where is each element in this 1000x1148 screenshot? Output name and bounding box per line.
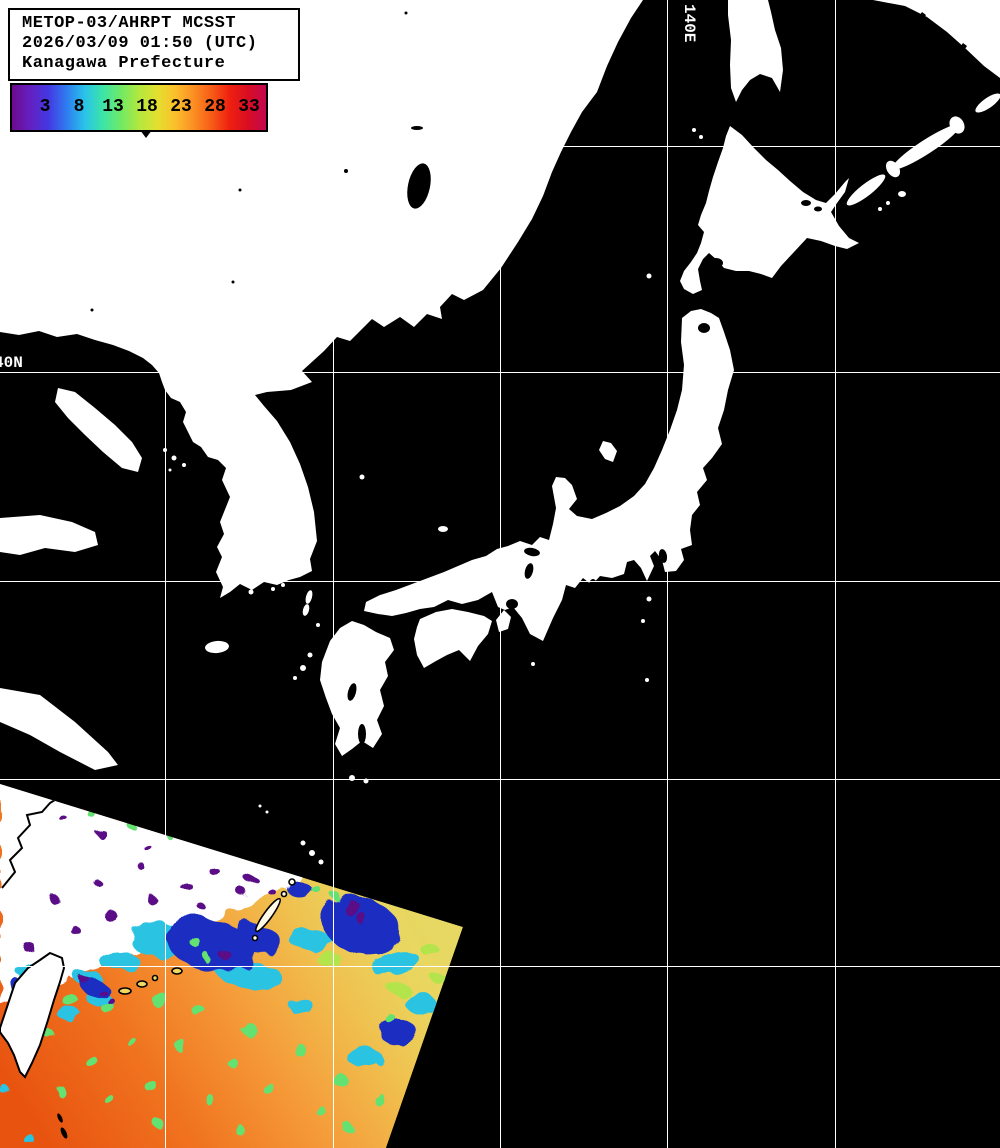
china-coast-shanghai [0, 688, 118, 770]
colorbar-tick: 18 [136, 96, 158, 117]
colorbar-tick: 3 [39, 96, 51, 117]
colorbar-gradient [12, 85, 266, 130]
kuril-channel [908, 12, 926, 35]
lake-biwa [524, 563, 534, 579]
oki [438, 526, 448, 532]
kamchatka-corner [873, 0, 1000, 78]
title-box: METOP-03/AHRPT MCSST 2026/03/09 01:50 (U… [8, 8, 300, 81]
colorbar-tick: 33 [238, 96, 260, 117]
tokyo-bay [658, 549, 668, 563]
tsushima [302, 590, 320, 627]
kagoshima-bay [358, 724, 366, 744]
colorbar-tick: 8 [73, 96, 85, 117]
temperature-colorbar: 3 8 13 18 23 28 33 [10, 83, 268, 132]
jeju [205, 640, 229, 654]
honshu [364, 309, 734, 641]
china-coast [1, 797, 59, 889]
colorbar-tick: 23 [170, 96, 192, 117]
colorbar-marker-icon [140, 130, 152, 138]
osaka-bay [506, 599, 518, 609]
sakhalin [728, 0, 783, 102]
lake-khanka [407, 163, 431, 209]
shikoku [414, 609, 492, 668]
lat-label-40n: 40N [0, 354, 23, 372]
saroma-lake [801, 200, 811, 206]
ariake-sea [347, 683, 357, 701]
sado [599, 441, 617, 462]
swath-purple-speckles [24, 812, 369, 1005]
awaji [496, 610, 511, 632]
mutsu-bay [698, 323, 710, 333]
uchiura-bay [709, 258, 723, 268]
landmasses [0, 0, 1000, 865]
wakasa-bay [524, 547, 540, 557]
mainland-asia [0, 0, 643, 598]
product-title: METOP-03/AHRPT MCSST [22, 14, 237, 33]
shandong-peninsula [0, 515, 98, 555]
hokkaido [680, 126, 859, 294]
toyama-bay [585, 507, 599, 517]
sakishima-islands [118, 967, 183, 995]
colorbar-tick: 28 [204, 96, 226, 117]
swath-coastlines [0, 797, 296, 1139]
kyushu [320, 621, 394, 756]
okinawa [251, 878, 296, 942]
colorbar-tick: 13 [102, 96, 124, 117]
swath-blue-patches [11, 882, 419, 1046]
lakes-and-bays [90, 11, 967, 744]
swath-cloud-region [0, 784, 300, 1006]
liaodong-peninsula [55, 388, 142, 472]
taiwan [0, 951, 66, 1079]
product-region: Kanagawa Prefecture [22, 54, 226, 73]
product-datetime: 2026/03/09 01:50 (UTC) [22, 34, 258, 53]
lon-label-140e: 140E [680, 4, 698, 42]
batan-islets [57, 1113, 68, 1139]
ise-bay [589, 579, 597, 591]
